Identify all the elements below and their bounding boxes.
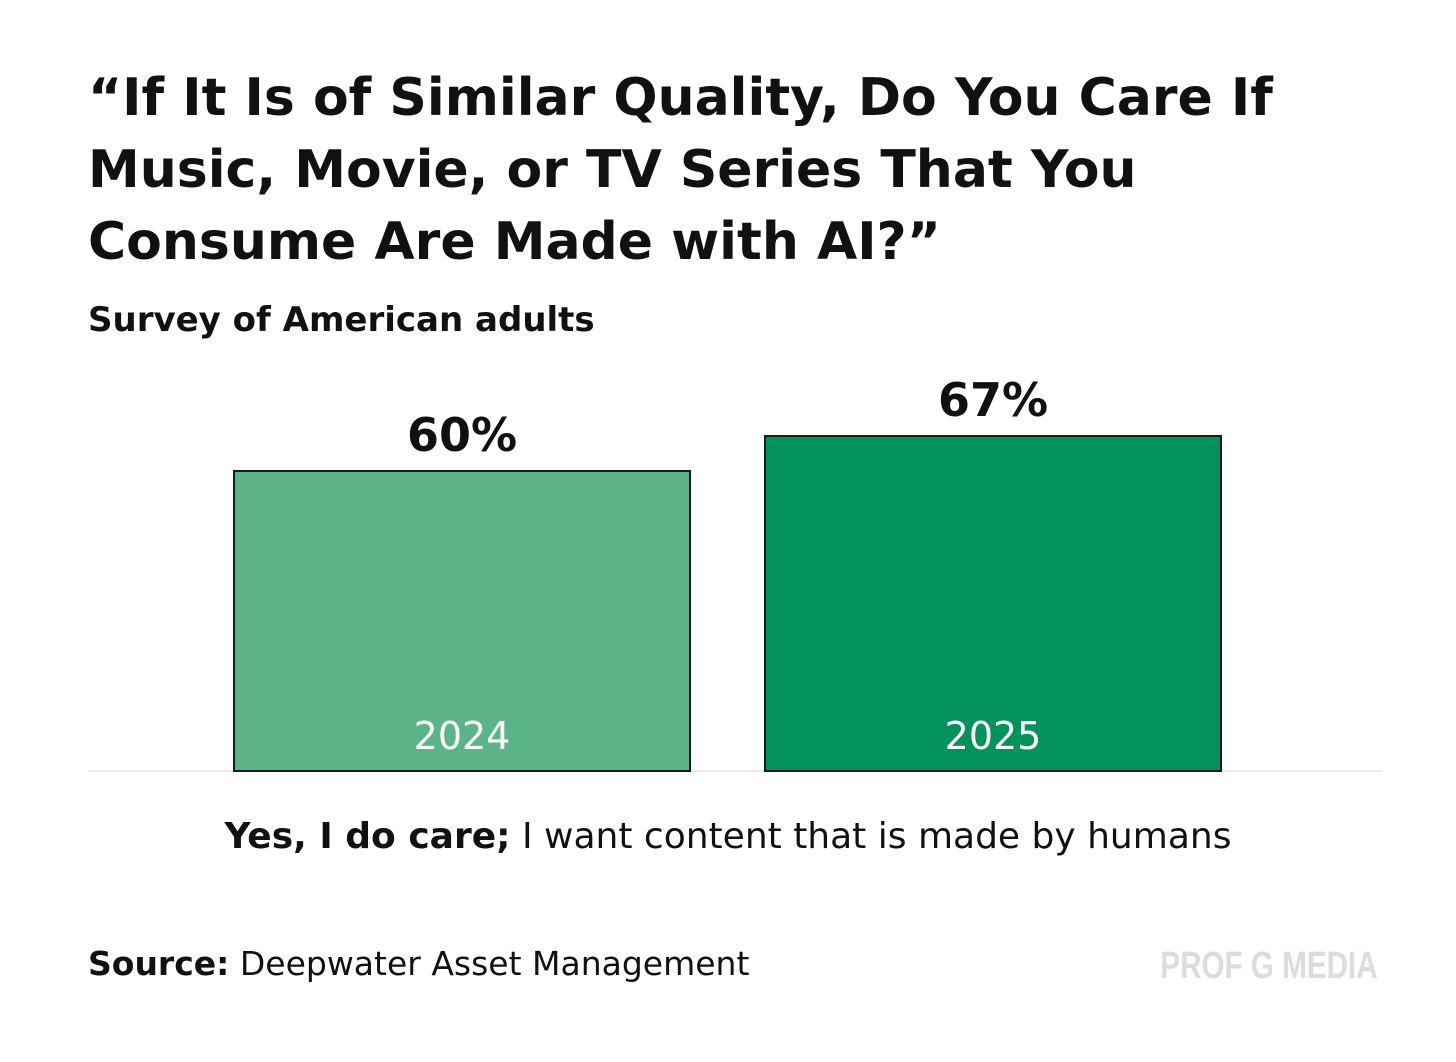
bar-2025 [764,435,1222,772]
category-label-2024: 2024 [414,714,511,758]
caption-rest: I want content that is made by humans [510,816,1232,857]
value-label-2024: 60% [407,408,517,462]
category-label-2025: 2025 [945,714,1042,758]
x-axis-caption: Yes, I do care; I want content that is m… [0,812,1456,862]
chart-subtitle: Survey of American adults [88,300,595,340]
bar-2024 [233,470,691,772]
value-label-2025: 67% [938,373,1048,427]
caption-bold: Yes, I do care; [224,816,511,857]
bars-group: 60% 2024 67% 2025 [233,373,1222,772]
source-text: Deepwater Asset Management [229,944,750,983]
source-label: Source: [88,944,230,983]
chart-title: “If It Is of Similar Quality, Do You Car… [88,68,1273,272]
brand-logo: PROF G MEDIA [1160,945,1378,987]
source-line: Source: Deepwater Asset Management [88,940,749,988]
